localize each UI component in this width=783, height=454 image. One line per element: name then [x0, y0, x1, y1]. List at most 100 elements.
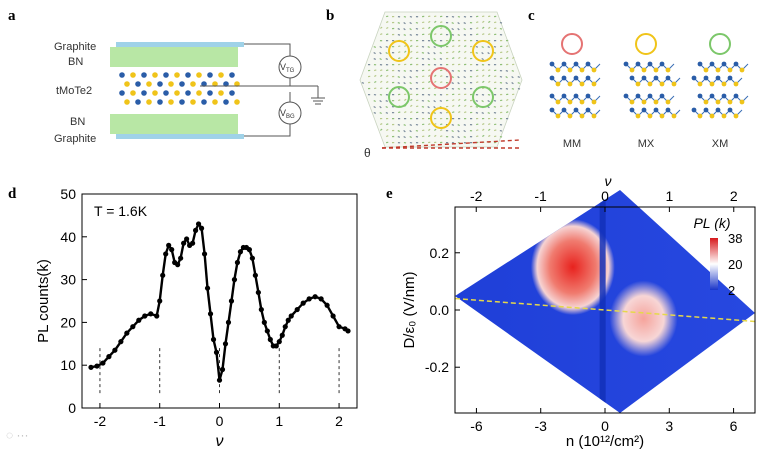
atom [223, 99, 229, 105]
te-atom [703, 75, 709, 81]
moire-mark [433, 64, 437, 66]
bond [661, 95, 675, 103]
moire-mark [379, 58, 382, 61]
data-point [237, 249, 244, 255]
atom [135, 99, 141, 105]
moire-mark [469, 88, 473, 90]
moire-mark [457, 124, 460, 127]
moire-mark [488, 33, 491, 36]
moire-mark [380, 69, 383, 72]
moire-mark [440, 141, 443, 144]
moire-mark [475, 93, 479, 96]
atom [218, 90, 224, 96]
data-point [306, 296, 312, 302]
vtg-source [278, 55, 302, 79]
mo-atom [635, 81, 641, 87]
mo-atom [733, 81, 739, 87]
moire-mark [464, 99, 467, 102]
moire-mark [397, 88, 401, 90]
heatmap-base [455, 190, 755, 413]
atom [196, 72, 202, 78]
moire-mark [404, 104, 407, 107]
moire-mark [410, 39, 413, 42]
moire-mark [464, 39, 467, 42]
data-point [234, 259, 241, 266]
moire-mark [500, 57, 503, 60]
moire-mark [428, 80, 431, 84]
moire-mark [505, 75, 508, 79]
moire-mark [451, 15, 455, 18]
moire-mark [415, 111, 419, 114]
moire-mark [386, 81, 389, 84]
moire-mark [374, 87, 377, 90]
moire-mark [386, 74, 389, 78]
moire-mark [469, 76, 473, 78]
moire-mark [421, 46, 425, 48]
colorbar-title: PL (k) [693, 215, 730, 231]
y-tick-label: 0.0 [430, 302, 450, 318]
moire-mark [386, 128, 389, 132]
moire-mark [434, 15, 437, 18]
data-point [172, 259, 178, 266]
moire-mark [445, 142, 449, 144]
mo-atom [629, 99, 635, 105]
moire-mark [452, 104, 455, 108]
ring-yellow-3 [430, 107, 452, 129]
plot-d-frame [81, 193, 358, 409]
moire-mark [434, 20, 437, 23]
moire-mark [517, 76, 521, 78]
bond [575, 95, 589, 103]
data-point [210, 336, 217, 343]
moire-mark [463, 16, 467, 18]
te-atom [733, 61, 739, 67]
moire-mark [397, 51, 401, 54]
data-point [106, 354, 112, 360]
moire-mark [445, 88, 449, 90]
te-atom [573, 61, 579, 67]
panel-letter-b: b [326, 8, 335, 24]
hot-region-left [530, 219, 615, 316]
te-atom [721, 61, 727, 67]
moire-mark [499, 87, 503, 90]
moire-mark [415, 34, 419, 36]
circuit-wires [200, 43, 325, 137]
moire-mark [410, 45, 413, 48]
te-atom [691, 107, 697, 113]
moire-mark [373, 111, 377, 114]
panel-letter-c: c [528, 8, 535, 24]
moire-mark [476, 117, 479, 120]
moire-mark [488, 15, 491, 18]
moire-mark [422, 21, 425, 24]
moire-mark [428, 74, 431, 77]
moire-mark [397, 82, 401, 84]
moire-mark [415, 82, 419, 84]
moire-mark [403, 98, 407, 102]
data-point [207, 311, 214, 317]
moire-mark [452, 63, 455, 66]
atom [185, 90, 191, 96]
moire-mark [392, 117, 395, 120]
data-point [342, 326, 348, 332]
moire-mark [373, 100, 376, 103]
atom [185, 72, 191, 78]
moire-mark [433, 94, 437, 96]
moire-mark [403, 70, 407, 72]
moire-mark [475, 99, 479, 102]
moire-mark [440, 135, 443, 138]
moire-mark [427, 26, 431, 29]
mo-atom [591, 81, 597, 87]
te-atom [629, 75, 635, 81]
moire-mark [517, 82, 521, 84]
moire-mark [469, 142, 473, 144]
moire-mark [463, 76, 466, 79]
moire-mark [440, 81, 443, 84]
moire-mark [470, 51, 473, 54]
moire-mark [415, 57, 419, 60]
moire-mark [446, 45, 449, 48]
mo-atom [709, 81, 715, 87]
moire-mark [391, 45, 395, 48]
panel-letter-d: d [8, 186, 17, 202]
bond [729, 77, 743, 85]
moire-mark [445, 129, 449, 132]
atom [201, 99, 207, 105]
